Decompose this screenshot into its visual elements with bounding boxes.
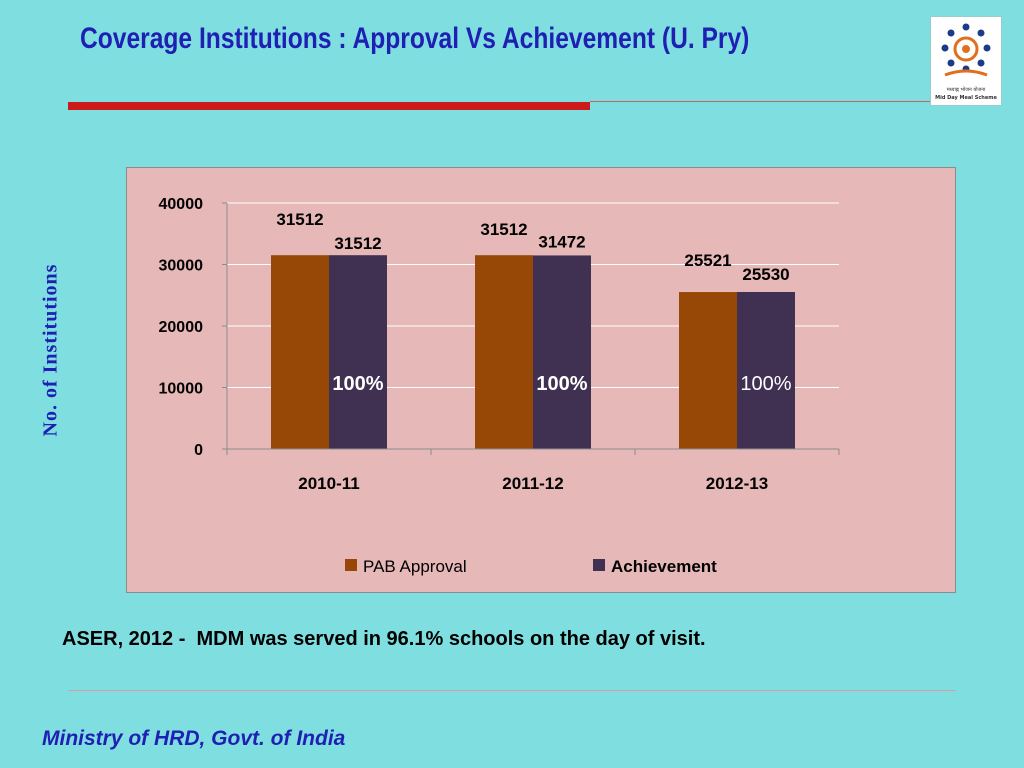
legend-label: Achievement	[611, 557, 717, 576]
title-underline-red	[68, 102, 590, 110]
y-tick-label: 10000	[159, 381, 204, 398]
slide-title: Coverage Institutions : Approval Vs Achi…	[80, 22, 750, 55]
y-axis-title-container: No. of Institutions	[38, 228, 64, 472]
axes	[222, 202, 840, 455]
data-label: 31512	[334, 234, 381, 253]
title-underline-thin	[590, 101, 930, 102]
data-label: 31512	[276, 210, 323, 229]
footer-text: Ministry of HRD, Govt. of India	[42, 727, 346, 750]
x-tick-labels: 2010-11 2011-12 2012-13	[298, 474, 768, 493]
bar-achievement	[737, 291, 795, 449]
bottom-divider	[68, 690, 956, 691]
data-label: 25521	[684, 251, 731, 270]
y-tick-label: 40000	[159, 196, 204, 213]
legend-swatch	[593, 559, 605, 571]
legend: PAB Approval Achievement	[345, 557, 717, 576]
bars	[271, 255, 795, 449]
bar-achievement	[533, 255, 591, 449]
percent-label: 100%	[536, 373, 587, 395]
bar-pab-approval	[475, 255, 533, 449]
data-label: 31512	[480, 220, 527, 239]
aser-note: ASER, 2012 - MDM was served in 96.1% sch…	[62, 628, 706, 650]
bar-achievement	[329, 255, 387, 449]
y-tick-label: 0	[194, 442, 203, 459]
logo-caption-english: Mid Day Meal Scheme	[935, 95, 997, 101]
percent-label: 100%	[740, 373, 791, 395]
logo-caption-hindi: मध्याह्न भोजन योजना	[946, 87, 986, 93]
x-tick-label: 2010-11	[298, 474, 359, 493]
data-label: 25530	[742, 265, 789, 284]
x-tick-label: 2012-13	[706, 474, 768, 493]
y-tick-label: 30000	[159, 258, 204, 275]
y-tick-label: 20000	[159, 319, 204, 336]
legend-swatch	[345, 559, 357, 571]
percent-labels: 100% 100% 100%	[332, 373, 791, 395]
logo-emblem-icon	[941, 23, 991, 77]
legend-label: PAB Approval	[363, 557, 467, 576]
chart-area: 0 10000 20000 30000 40000 2010-11 2011-12 2012…	[126, 167, 956, 593]
x-tick-label: 2011-12	[502, 474, 563, 493]
bar-pab-approval	[271, 255, 329, 449]
percent-label: 100%	[332, 373, 383, 395]
mid-day-meal-logo: मध्याह्न भोजन योजना Mid Day Meal Scheme	[930, 16, 1002, 106]
y-tick-labels: 0 10000 20000 30000 40000	[159, 196, 204, 459]
value-labels: 31512 31512 31512 31472 25521 25530	[276, 210, 789, 284]
bar-pab-approval	[679, 292, 737, 449]
bar-chart: 0 10000 20000 30000 40000 2010-11 2011-12 2012…	[159, 196, 840, 576]
y-axis-title: No. of Institutions	[39, 263, 62, 437]
data-label: 31472	[538, 232, 585, 251]
